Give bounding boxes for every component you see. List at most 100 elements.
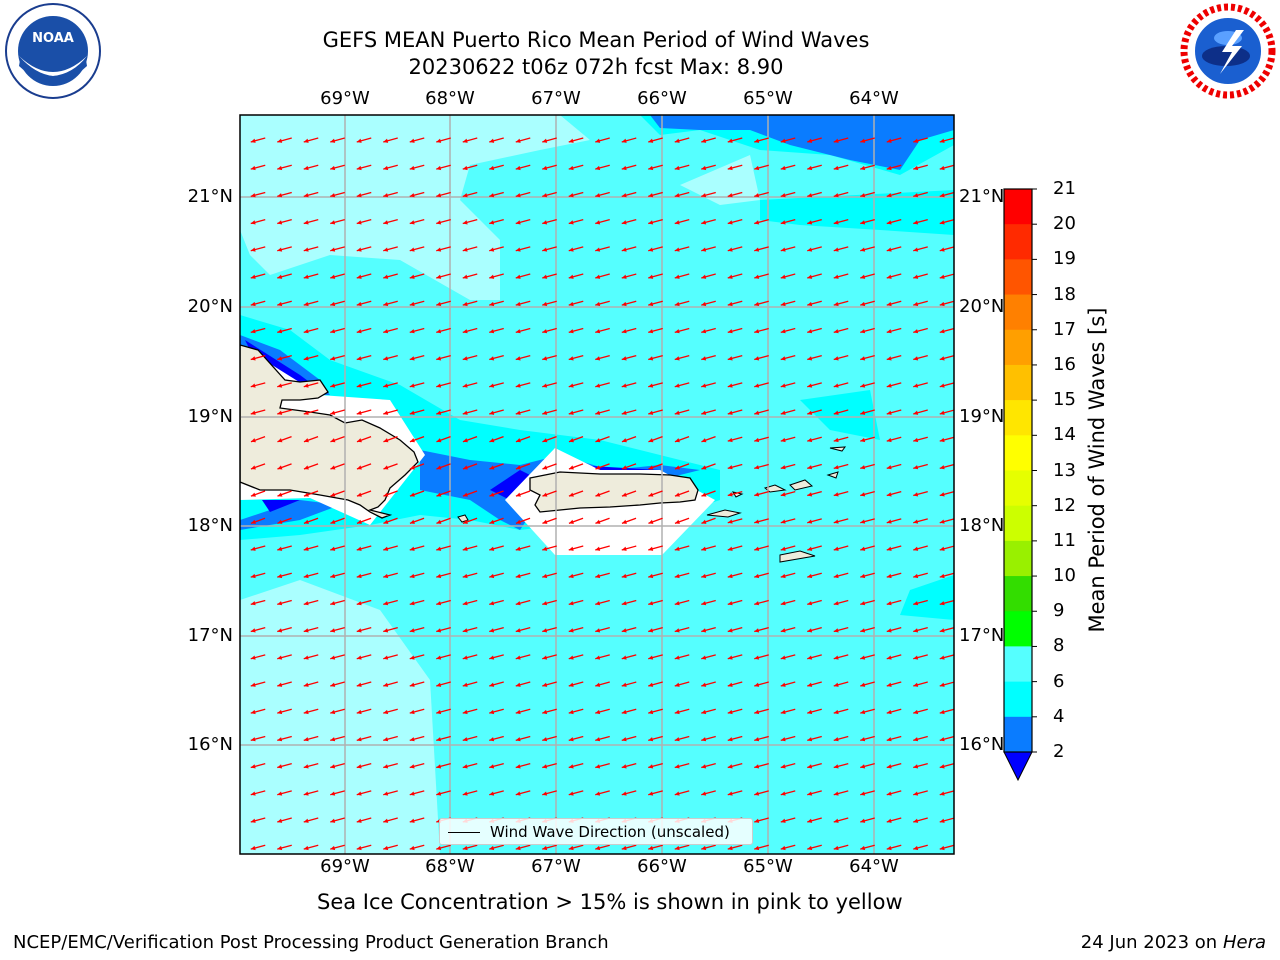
wind-wave-arrow [780,191,796,198]
wind-wave-arrow [833,790,849,796]
wind-wave-arrow [356,273,372,279]
wind-wave-arrow [303,817,319,823]
wind-wave-arrow [701,708,716,715]
wind-wave-arrow [383,545,398,551]
wind-wave-arrow [436,490,451,497]
wind-wave-arrow [939,137,954,143]
wind-wave-arrow [489,137,504,143]
wind-wave-arrow [515,627,531,633]
wind-wave-arrow [303,599,319,606]
wind-wave-arrow [621,572,637,579]
wind-wave-arrow [886,137,902,143]
wind-wave-arrow [727,790,743,796]
wind-wave-arrow [595,246,610,252]
wind-wave-arrow [913,599,928,606]
y-tick-left-18n: 18°N [187,515,233,536]
wind-wave-arrow [780,327,796,334]
wind-wave-arrow [648,545,663,551]
wind-wave-arrow [807,436,822,443]
wind-wave-arrow [383,219,398,225]
wind-wave-arrow [436,599,451,606]
wind-wave-arrow [409,382,425,388]
wind-wave-arrow [356,763,372,769]
wind-wave-arrow [568,409,584,415]
wind-wave-arrow [250,517,266,524]
wind-wave-arrow [277,355,292,361]
wind-wave-arrow [277,681,292,687]
wind-wave-arrow [727,844,743,851]
wind-wave-arrow [595,763,610,769]
land-st-croix [779,550,816,563]
wind-wave-arrow [568,327,584,334]
wind-wave-arrow [833,599,849,606]
wind-wave-arrow [595,654,610,660]
period-4-6-region-southeast [900,575,954,620]
wind-wave-arrow [595,844,610,851]
wind-wave-arrow [356,572,372,579]
wind-wave-arrow [356,627,372,633]
wind-wave-arrow [250,490,266,497]
wind-wave-arrow [913,409,928,415]
wind-wave-arrow [462,572,478,579]
wind-wave-arrow [383,409,398,415]
footer-date-text: 24 Jun 2023 on [1080,932,1218,953]
wind-wave-arrow [648,273,663,279]
wind-wave-arrow [701,409,716,415]
wind-wave-arrow [383,355,398,361]
wind-wave-arrow [780,763,796,769]
wind-wave-arrow [727,681,743,687]
wind-wave-arrow [489,545,504,551]
wind-wave-arrow [648,790,663,796]
wind-wave-arrow [409,463,425,470]
wind-wave-arrow [409,300,425,307]
wind-wave-arrow [250,763,266,769]
wind-wave-arrow [833,708,849,715]
wind-wave-arrow [701,627,716,633]
wind-wave-arrow [648,627,663,633]
wind-wave-arrow [436,219,451,225]
wind-wave-arrow [648,382,663,388]
wind-wave-arrow [727,164,743,171]
wind-wave-arrow [515,490,531,497]
wind-wave-arrow [674,681,690,687]
wind-wave-arrow [568,164,584,171]
wind-wave-arrow [277,817,292,823]
wind-wave-arrow [568,436,584,443]
y-tick-left-20n: 20°N [187,296,233,317]
wind-wave-arrow [701,790,716,796]
wind-wave-arrow [674,355,690,361]
wind-wave-arrow [886,708,902,715]
wind-wave-arrow [807,191,822,198]
wind-wave-arrow [648,355,663,361]
wind-wave-arrow [860,191,875,198]
wind-wave-arrow [939,327,954,334]
wind-wave-arrow [250,654,266,660]
wind-wave-arrow [568,463,584,470]
wind-wave-arrow [330,409,345,415]
wind-wave-arrow [860,518,875,524]
wind-wave-arrow [780,599,796,606]
wind-wave-arrow [489,735,504,742]
wind-wave-arrow [489,409,504,415]
wind-wave-arrow [303,844,319,851]
wind-wave-arrow [515,572,531,579]
wind-wave-arrow [648,599,663,606]
wind-wave-arrow [303,137,319,143]
wind-wave-arrow [330,382,345,388]
wind-wave-arrow [568,300,584,307]
wind-wave-arrow [727,518,743,524]
wind-wave-arrow [303,164,319,171]
colorbar-tick-label: 18 [1053,283,1076,305]
wind-wave-arrow [886,491,902,497]
wind-wave-arrow [913,681,928,687]
wind-wave-arrow [754,164,769,171]
x-tick-top-69w: 69°W [320,88,370,109]
wind-wave-arrow [356,844,372,851]
wind-wave-arrow [886,627,902,633]
wind-wave-arrow [886,355,902,361]
wind-wave-arrow [913,518,928,524]
wind-wave-arrow [250,355,266,361]
map-content [240,115,954,854]
wind-wave-arrow [833,817,849,823]
wind-wave-arrow [462,763,478,769]
